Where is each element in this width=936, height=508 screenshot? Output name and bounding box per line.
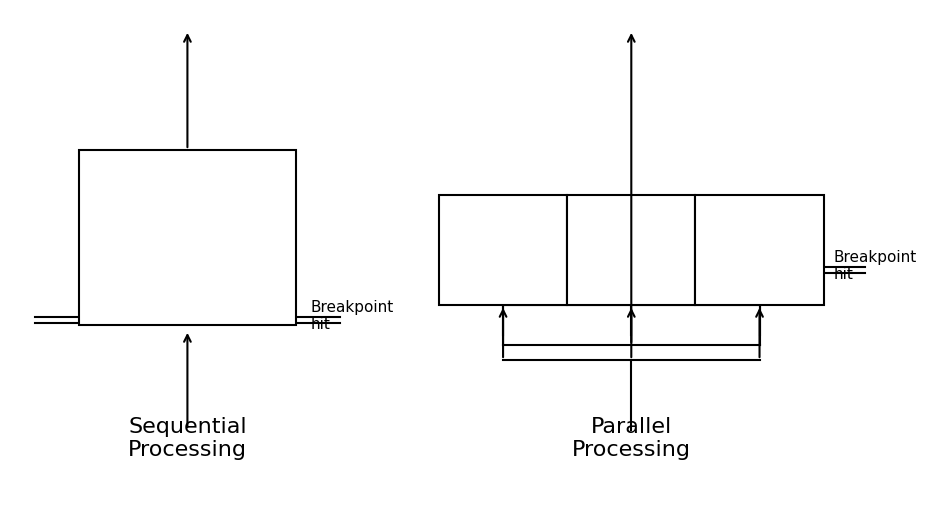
Bar	[79, 150, 296, 325]
Text: Breakpoint
hit: Breakpoint hit	[311, 300, 394, 332]
Text: Breakpoint
hit: Breakpoint hit	[834, 250, 916, 282]
Text: Sequential
Processing: Sequential Processing	[128, 417, 247, 460]
Text: Parallel
Processing: Parallel Processing	[572, 417, 691, 460]
Bar	[439, 195, 567, 305]
Bar	[567, 195, 695, 305]
Bar	[695, 195, 824, 305]
